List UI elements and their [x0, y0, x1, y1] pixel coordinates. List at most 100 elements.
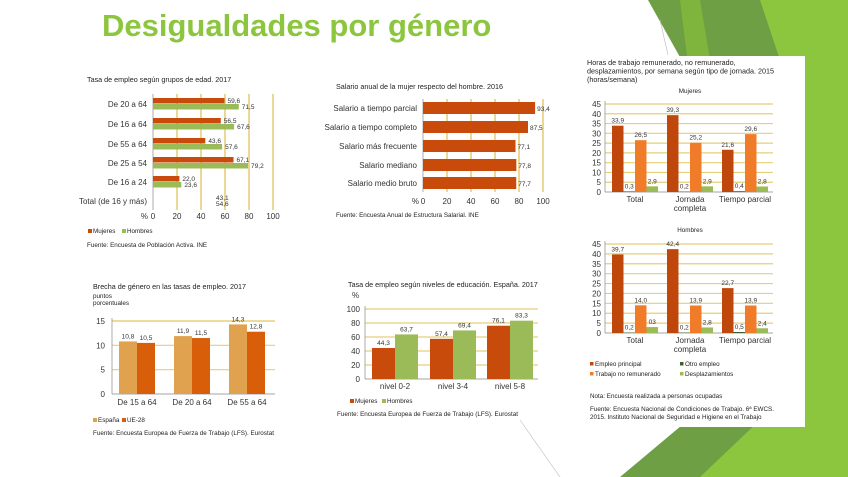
data-label: 29,6	[744, 126, 757, 133]
data-label: 13,9	[689, 298, 702, 305]
category-label: Tiempo parcial	[719, 195, 771, 204]
category-label: Total	[627, 195, 644, 204]
hours-panel-bg	[581, 56, 805, 427]
category-label: nivel 3-4	[438, 382, 469, 391]
decor-bottom-light	[700, 420, 820, 477]
category-label: Jornada	[676, 195, 705, 204]
bar-mujeres	[153, 176, 180, 182]
legend-swatch-espana	[93, 418, 97, 422]
legend-swatch-hombres	[122, 229, 126, 233]
y-axis-label: puntos	[93, 293, 112, 300]
x-axis-unit: %	[141, 212, 148, 221]
legend-swatch-mujeres	[350, 399, 354, 403]
y-tick-label: 5	[597, 319, 602, 328]
category-label: De 16 a 64	[108, 120, 148, 129]
data-label: 25,2	[689, 135, 702, 142]
bar-mujeres	[153, 157, 234, 163]
category-label: Salario medio bruto	[348, 179, 418, 188]
bar	[423, 159, 517, 171]
data-label: 56,5	[224, 118, 237, 125]
category-label: De 20 a 64	[108, 100, 148, 109]
bar-trabajo-no-remunerado	[690, 305, 702, 333]
bar-hombres	[153, 124, 235, 130]
bar-ue-28	[247, 331, 265, 394]
bar-empleo-principal	[667, 115, 679, 192]
category-label: De 16 a 24	[108, 178, 148, 187]
bar-hombres	[153, 182, 182, 188]
y-tick-label: 25	[592, 139, 601, 148]
chart-source: Fuente: Encuesta Europea de Fuerza de Tr…	[337, 411, 518, 418]
data-label: 14,3	[232, 316, 245, 323]
bar-mujeres	[372, 347, 395, 379]
bar-trabajo-no-remunerado	[635, 140, 647, 192]
y-tick-label: 0	[597, 188, 602, 197]
x-tick-label: 40	[467, 197, 476, 206]
bar-hombres	[510, 320, 533, 379]
bar-empleo-principal	[722, 149, 734, 192]
data-label: 57,4	[435, 331, 448, 338]
x-tick-label: 40	[197, 212, 206, 221]
bar-empleo-principal	[612, 125, 624, 192]
chart-source: Fuente: Encuesta de Población Activa. IN…	[87, 242, 207, 249]
legend-swatch	[680, 362, 684, 366]
y-tick-label: 100	[347, 305, 361, 314]
bar	[423, 140, 516, 152]
data-label: 11,9	[177, 328, 190, 335]
data-label: 33,9	[611, 118, 624, 125]
category-label: De 15 a 64	[117, 398, 157, 407]
x-tick-label: 80	[245, 212, 254, 221]
data-label: 13,9	[744, 298, 757, 305]
data-label: 22,0	[182, 176, 195, 183]
data-label: 63,7	[400, 326, 413, 333]
y-tick-label: 15	[96, 317, 105, 326]
category-label: nivel 5-8	[495, 382, 526, 391]
chart-source: Fuente: Encuesta Europea de Fuerza de Tr…	[93, 430, 274, 437]
data-label: 39,7	[611, 246, 624, 253]
data-label: 14,0	[634, 297, 647, 304]
data-label: 0,4	[735, 183, 744, 190]
data-label: 0,5	[735, 324, 744, 331]
legend-swatch	[590, 372, 594, 376]
chart-title: desplazamientos, por semana según tipo d…	[587, 67, 774, 76]
legend-hombres: Hombres	[127, 228, 153, 235]
bar-desplazamientos	[646, 186, 658, 192]
bar-hombres	[153, 104, 239, 110]
data-label: 59,6	[228, 98, 241, 105]
category-label: De 55 a 64	[108, 140, 148, 149]
category-label: nivel 0-2	[380, 382, 411, 391]
panel-title: Mujeres	[679, 88, 701, 95]
bar-empleo-principal	[612, 254, 624, 333]
category-label: completa	[674, 345, 707, 354]
data-label: 26,5	[634, 132, 647, 139]
x-tick-label: 100	[266, 212, 280, 221]
chart-note: Nota: Encuesta realizada a personas ocup…	[590, 393, 722, 400]
data-label: 22,7	[721, 280, 734, 287]
data-label: 2,8	[703, 319, 712, 326]
legend-item: Empleo principal	[595, 361, 642, 368]
y-tick-label: 45	[592, 100, 601, 109]
data-label: 2,9	[648, 178, 657, 185]
legend-hombres: Hombres	[387, 398, 413, 405]
data-label: 2,8	[758, 179, 767, 186]
bar-mujeres	[153, 118, 221, 124]
chart-title: Salario anual de la mujer respecto del h…	[336, 82, 503, 91]
chart-title: Horas de trabajo remunerado, no remunera…	[587, 58, 736, 67]
y-tick-label: 0	[597, 329, 602, 338]
y-tick-label: 40	[592, 110, 601, 119]
data-label: 71,5	[242, 104, 255, 111]
x-tick-label: 60	[491, 197, 500, 206]
legend-swatch-ue28	[122, 418, 126, 422]
bar-ue-28	[137, 342, 155, 394]
category-label: Total (de 16 y más)	[79, 197, 147, 206]
bar-espa-a	[174, 336, 192, 394]
data-label: 2,9	[703, 178, 712, 185]
y-tick-label: 25	[592, 280, 601, 289]
y-tick-label: 40	[592, 250, 601, 259]
chart-horas: Horas de trabajo remunerado, no remunera…	[587, 58, 774, 421]
data-label: 69,4	[458, 322, 471, 329]
x-tick-label: 0	[151, 212, 156, 221]
bar-ue-28	[192, 338, 210, 394]
data-label: 23,6	[184, 182, 197, 189]
category-label: Total	[627, 336, 644, 345]
data-label: 57,6	[225, 144, 238, 151]
